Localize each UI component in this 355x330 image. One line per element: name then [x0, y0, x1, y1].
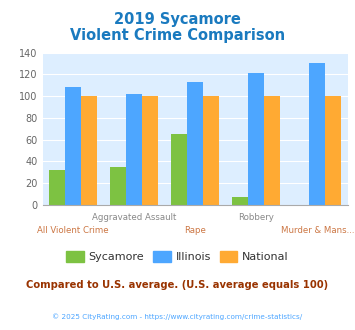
Bar: [49, 170, 65, 205]
Bar: [171, 134, 187, 205]
Bar: [248, 73, 264, 205]
Bar: [203, 96, 219, 205]
Bar: [142, 96, 158, 205]
Text: © 2025 CityRating.com - https://www.cityrating.com/crime-statistics/: © 2025 CityRating.com - https://www.city…: [53, 314, 302, 320]
Legend: Sycamore, Illinois, National: Sycamore, Illinois, National: [62, 247, 293, 266]
Text: Violent Crime Comparison: Violent Crime Comparison: [70, 28, 285, 43]
Text: 2019 Sycamore: 2019 Sycamore: [114, 12, 241, 26]
Bar: [110, 167, 126, 205]
Bar: [310, 63, 325, 205]
Bar: [264, 96, 280, 205]
Bar: [187, 82, 203, 205]
Text: Robbery: Robbery: [238, 213, 274, 222]
Bar: [325, 96, 341, 205]
Bar: [126, 94, 142, 205]
Text: All Violent Crime: All Violent Crime: [37, 226, 109, 235]
Bar: [81, 96, 97, 205]
Text: Rape: Rape: [184, 226, 206, 235]
Text: Murder & Mans...: Murder & Mans...: [280, 226, 354, 235]
Bar: [65, 87, 81, 205]
Text: Compared to U.S. average. (U.S. average equals 100): Compared to U.S. average. (U.S. average …: [26, 280, 329, 290]
Text: Aggravated Assault: Aggravated Assault: [92, 213, 176, 222]
Bar: [233, 197, 248, 205]
